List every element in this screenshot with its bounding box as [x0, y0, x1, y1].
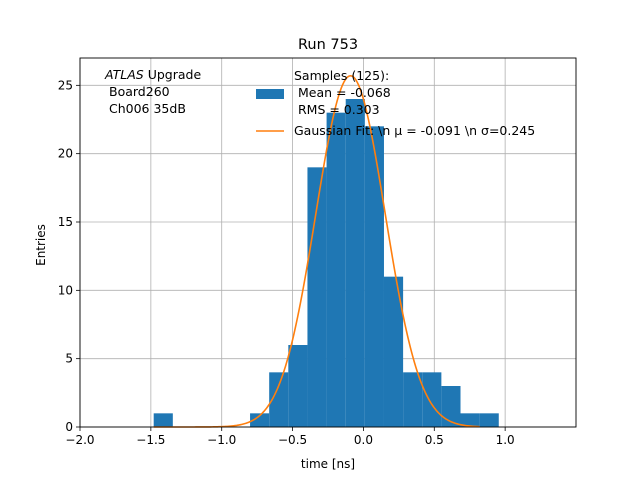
axis-ticks: −2.0 −1.5 −1.0 −0.5 0.0 0.5 1.0 0 5 10 15 20 25: [58, 78, 515, 447]
y-tick-label: 20: [58, 147, 73, 161]
x-tick-label: −1.0: [207, 433, 236, 447]
legend-histogram-line-1: Samples (125):: [294, 68, 389, 83]
atlas-annotation-line-1: ATLAS Upgrade: [104, 67, 201, 82]
histogram-bar: [403, 372, 423, 427]
histogram-bar: [153, 413, 173, 427]
legend-histogram-line-2: Mean = -0.068: [294, 85, 391, 100]
x-tick-label: −0.5: [278, 433, 307, 447]
atlas-label: ATLAS: [104, 67, 144, 82]
y-tick-label: 5: [65, 352, 73, 366]
histogram-bar: [383, 276, 404, 427]
x-tick-label: 0.5: [425, 433, 444, 447]
x-tick-label: 0.0: [354, 433, 373, 447]
histogram-bar: [460, 413, 480, 427]
atlas-annotation-line-3: Ch006 35dB: [109, 101, 186, 116]
atlas-annotation: ATLAS Upgrade Board260 Ch006 35dB: [104, 67, 201, 116]
upgrade-label: Upgrade: [144, 67, 202, 82]
atlas-annotation-line-2: Board260: [109, 84, 170, 99]
histogram-bar: [479, 413, 499, 427]
y-axis-label: Entries: [34, 224, 48, 266]
x-axis-label: time [ns]: [301, 457, 355, 471]
x-tick-label: 1.0: [496, 433, 515, 447]
legend-histogram-swatch: [256, 89, 284, 99]
legend: Samples (125): Mean = -0.068 RMS = 0.303…: [256, 68, 535, 138]
histogram-bar: [326, 112, 346, 428]
histogram-bar: [422, 372, 442, 427]
histogram-bar: [364, 126, 384, 427]
histogram-bar: [250, 413, 270, 427]
x-tick-label: −1.5: [136, 433, 165, 447]
histogram-bar: [345, 99, 365, 427]
y-tick-label: 0: [65, 420, 73, 434]
y-tick-label: 15: [58, 215, 73, 229]
histogram-bar: [441, 386, 461, 427]
y-tick-label: 10: [58, 283, 73, 297]
x-tick-label: −2.0: [65, 433, 94, 447]
chart-title: Run 753: [298, 37, 358, 53]
legend-gaussian-label: Gaussian Fit: \n μ = -0.091 \n σ=0.245: [294, 123, 535, 138]
histogram-bar: [288, 345, 308, 427]
histogram-bar: [269, 372, 289, 427]
legend-histogram-line-3: RMS = 0.303: [294, 102, 380, 117]
axes-frame: [79, 57, 577, 428]
y-tick-label: 25: [58, 78, 73, 92]
